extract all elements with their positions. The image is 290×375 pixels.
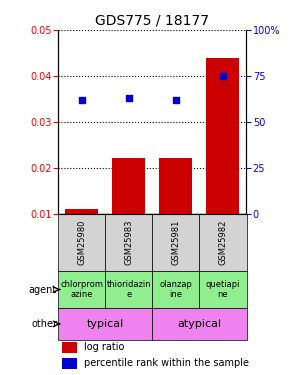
Text: GSM25983: GSM25983 (124, 219, 133, 265)
Point (79, 97, 84, 103)
Bar (58, 308, 152, 340)
Bar (105, 213, 152, 271)
Bar (112, 159, 145, 213)
Point (173, 97, 178, 103)
Bar (58, 271, 105, 308)
Title: GDS775 / 18177: GDS775 / 18177 (95, 13, 209, 27)
Bar (65, 209, 98, 213)
Bar (62, 342, 77, 353)
Text: GSM25982: GSM25982 (218, 219, 227, 265)
Text: thioridazin
e: thioridazin e (106, 280, 151, 299)
Point (126, 95, 131, 101)
Bar (58, 213, 105, 271)
Bar (152, 308, 246, 340)
Bar (62, 358, 77, 369)
Text: olanzap
ine: olanzap ine (160, 280, 192, 299)
Text: log ratio: log ratio (84, 342, 125, 352)
Text: agent: agent (29, 285, 57, 294)
Text: atypical: atypical (177, 319, 222, 329)
Bar (105, 271, 152, 308)
Bar (200, 271, 246, 308)
Bar (206, 57, 240, 213)
Bar (152, 271, 200, 308)
Text: chlorprom
azine: chlorprom azine (60, 280, 103, 299)
Bar (200, 213, 246, 271)
Text: GSM25981: GSM25981 (171, 219, 180, 265)
Bar (159, 159, 192, 213)
Point (221, 73, 225, 79)
Text: GSM25980: GSM25980 (77, 219, 86, 265)
Bar (152, 213, 200, 271)
Text: percentile rank within the sample: percentile rank within the sample (84, 358, 249, 368)
Text: quetiapi
ne: quetiapi ne (206, 280, 240, 299)
Text: other: other (31, 319, 57, 329)
Text: typical: typical (86, 319, 124, 329)
